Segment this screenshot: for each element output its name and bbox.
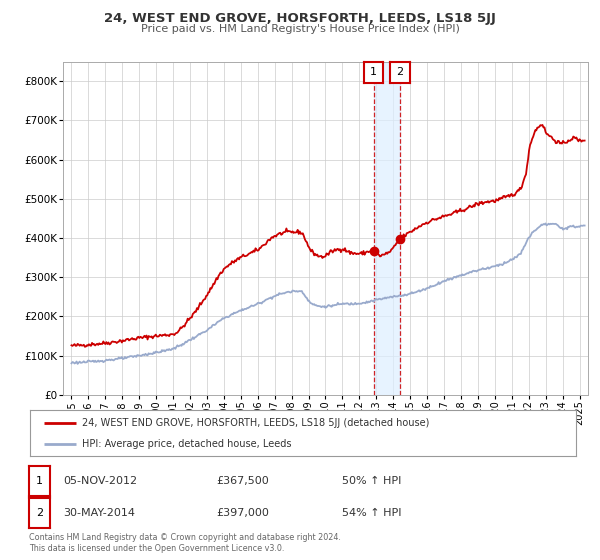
Text: Contains HM Land Registry data © Crown copyright and database right 2024.
This d: Contains HM Land Registry data © Crown c… — [29, 533, 341, 553]
Text: HPI: Average price, detached house, Leeds: HPI: Average price, detached house, Leed… — [82, 439, 292, 449]
Text: 30-MAY-2014: 30-MAY-2014 — [63, 508, 135, 518]
Text: £367,500: £367,500 — [216, 476, 269, 486]
Text: 1: 1 — [36, 476, 43, 486]
Text: 50% ↑ HPI: 50% ↑ HPI — [342, 476, 401, 486]
Text: 24, WEST END GROVE, HORSFORTH, LEEDS, LS18 5JJ: 24, WEST END GROVE, HORSFORTH, LEEDS, LS… — [104, 12, 496, 25]
Text: 05-NOV-2012: 05-NOV-2012 — [63, 476, 137, 486]
Text: £397,000: £397,000 — [216, 508, 269, 518]
Text: 24, WEST END GROVE, HORSFORTH, LEEDS, LS18 5JJ (detached house): 24, WEST END GROVE, HORSFORTH, LEEDS, LS… — [82, 418, 429, 428]
Text: 2: 2 — [397, 67, 404, 77]
Bar — [374, 62, 400, 395]
Text: 54% ↑ HPI: 54% ↑ HPI — [342, 508, 401, 518]
Text: Price paid vs. HM Land Registry's House Price Index (HPI): Price paid vs. HM Land Registry's House … — [140, 24, 460, 34]
Text: 1: 1 — [370, 67, 377, 77]
Text: 2: 2 — [36, 508, 43, 518]
